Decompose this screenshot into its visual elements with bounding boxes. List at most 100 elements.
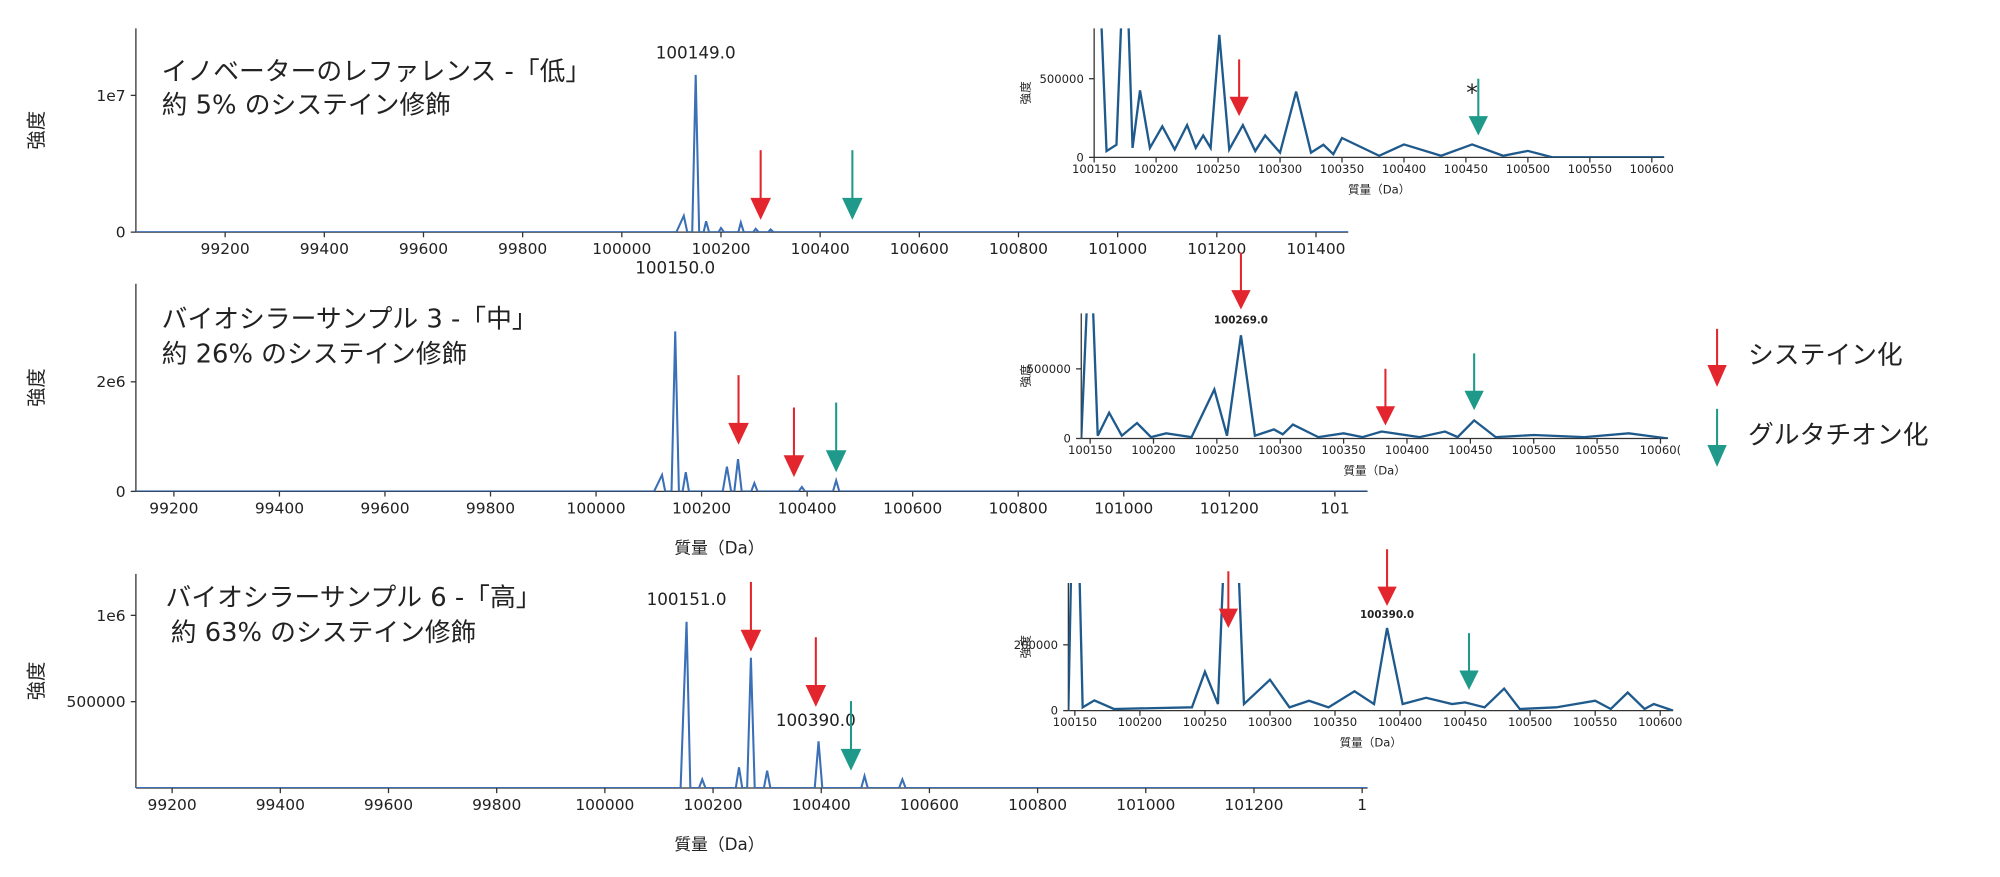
x-tick-label: 100250 — [1196, 162, 1240, 176]
x-tick-label: 100550 — [1573, 715, 1617, 729]
x-tick-label: 100500 — [1512, 443, 1556, 457]
chart-title: バイオシラーサンプル 3 -「中」 — [162, 305, 538, 335]
peak-label: 100269.0 — [1214, 315, 1268, 327]
peak-label: 100390.0 — [1360, 609, 1414, 621]
x-tick-label: 99400 — [255, 499, 304, 517]
y-tick-label: 500000 — [67, 693, 126, 711]
x-tick-label: 101200 — [1187, 240, 1246, 258]
x-tick-label: 99200 — [149, 499, 198, 517]
x-tick-label: 99400 — [300, 240, 349, 258]
arrow-head — [1707, 444, 1727, 467]
peak-label: * — [1466, 80, 1478, 107]
x-axis-label: 質量（Da） — [1343, 464, 1405, 478]
spectrum-line — [135, 74, 1349, 233]
marker-arrow — [783, 407, 805, 478]
x-tick-label: 100200 — [1131, 443, 1175, 457]
x-tick-label: 101200 — [1200, 499, 1259, 517]
x-tick-label: 100600 — [883, 499, 942, 517]
spectrum-line — [1081, 313, 1669, 439]
marker-arrow — [1464, 353, 1484, 411]
marker-arrow — [1459, 633, 1479, 690]
y-axis-label: 強度 — [25, 662, 48, 701]
x-tick-label: 99600 — [360, 499, 409, 517]
arrow-head — [1468, 116, 1488, 136]
marker-arrow — [1468, 78, 1488, 136]
x-tick-label: 100550 — [1568, 162, 1612, 176]
arrow-head — [740, 629, 762, 652]
legend-arrow — [1707, 328, 1727, 387]
x-axis-label: 質量（Da） — [1348, 182, 1410, 196]
arrow-head — [840, 748, 862, 771]
x-tick-label: 100400 — [1378, 715, 1422, 729]
x-tick-label: 100800 — [989, 499, 1048, 517]
x-tick-label: 100400 — [792, 796, 851, 814]
arrow-head — [1459, 670, 1479, 690]
x-tick-label: 99200 — [148, 796, 197, 814]
spectrum-line — [135, 331, 1368, 492]
y-tick-label: 0 — [116, 224, 126, 242]
x-tick-label: 100150 — [1053, 715, 1097, 729]
x-tick-label: 100600 — [1638, 715, 1682, 729]
x-tick-label: 100200 — [684, 796, 743, 814]
chart-title: 約 63% のシステイン修飾 — [171, 618, 477, 648]
x-tick-label: 100350 — [1321, 443, 1365, 457]
x-tick-label: 100300 — [1258, 162, 1302, 176]
peak-label: 100390.0 — [776, 710, 856, 730]
x-tick-label: 99600 — [364, 796, 413, 814]
x-tick-label: 101400 — [1286, 240, 1345, 258]
arrow-head — [1377, 586, 1397, 606]
y-tick-label: 2e6 — [96, 373, 125, 391]
x-tick-label: 100450 — [1448, 443, 1492, 457]
x-tick-label: 100400 — [791, 240, 850, 258]
y-tick-label: 500000 — [1040, 72, 1084, 86]
x-tick-label: 100250 — [1195, 443, 1239, 457]
x-axis-label: 質量（Da） — [674, 834, 764, 854]
peak-label: 100149.0 — [656, 42, 736, 62]
x-tick-label: 100000 — [592, 240, 651, 258]
marker-arrow — [805, 637, 827, 707]
x-tick-label: 100200 — [1118, 715, 1162, 729]
x-tick-label: 100600 — [1630, 162, 1674, 176]
x-tick-label: 101000 — [1094, 499, 1153, 517]
x-tick-label: 100400 — [1382, 162, 1426, 176]
x-tick-label: 101000 — [1116, 796, 1175, 814]
x-tick-label: 99800 — [466, 499, 515, 517]
legend-arrow — [1707, 408, 1727, 467]
marker-arrow — [825, 402, 847, 473]
x-tick-label: 100200 — [672, 499, 731, 517]
marker-arrow — [750, 150, 771, 220]
x-tick-label: 101200 — [1224, 796, 1283, 814]
x-tick-label: 100400 — [1385, 443, 1429, 457]
x-tick-label: 99400 — [256, 796, 305, 814]
x-tick-label: 100150 — [1072, 162, 1116, 176]
y-tick-label: 1e7 — [96, 87, 125, 105]
arrow-head — [1229, 96, 1249, 117]
x-tick-label: 100200 — [691, 240, 750, 258]
y-tick-label: 0 — [1064, 432, 1071, 446]
x-tick-label: 100150 — [1068, 443, 1112, 457]
y-tick-label: 1e6 — [96, 607, 125, 625]
x-tick-label: 99200 — [201, 240, 250, 258]
y-tick-label: 0 — [1076, 150, 1083, 164]
arrow-head — [1375, 406, 1396, 426]
x-tick-label: 1 — [1357, 796, 1367, 814]
arrow-head — [1707, 364, 1727, 387]
arrow-head — [783, 455, 805, 478]
spectrum-line — [1100, 28, 1665, 158]
legend-label: システイン化 — [1748, 341, 1903, 371]
y-tick-label: 0 — [116, 483, 126, 501]
chart-title: バイオシラーサンプル 6 -「高」 — [166, 583, 542, 613]
x-tick-label: 100400 — [778, 499, 837, 517]
x-tick-label: 100450 — [1443, 715, 1487, 729]
x-axis-label: 質量（Da） — [674, 537, 764, 557]
arrow-head — [805, 684, 827, 707]
x-tick-label: 101 — [1320, 499, 1350, 517]
x-tick-label: 100300 — [1248, 715, 1292, 729]
y-tick-label: 0 — [1051, 704, 1058, 718]
chart-title: 約 26% のシステイン修飾 — [162, 339, 468, 369]
arrow-head — [1464, 390, 1484, 411]
arrow-head — [842, 197, 863, 220]
spectrum-line — [1068, 582, 1674, 711]
marker-arrow — [840, 701, 862, 771]
